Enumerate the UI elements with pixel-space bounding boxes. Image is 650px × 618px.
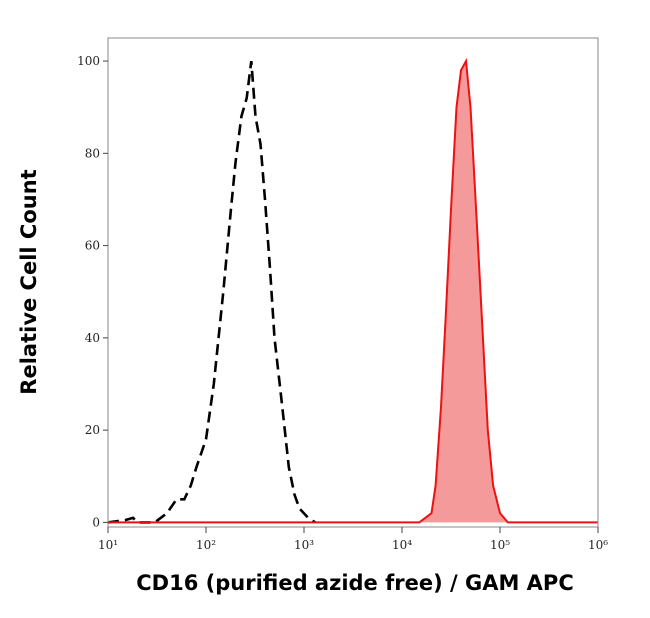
x-tick-label: 10¹ <box>98 538 118 552</box>
x-axis-label: CD16 (purified azide free) / GAM APC <box>136 571 573 595</box>
x-tick-label: 10⁶ <box>588 538 608 552</box>
line <box>107 60 316 524</box>
y-tick-label: 40 <box>85 331 100 345</box>
area <box>108 61 598 523</box>
y-tick-label: 0 <box>92 515 100 529</box>
x-tick-label: 10⁵ <box>490 538 510 552</box>
y-axis-label: Relative Cell Count <box>17 169 41 394</box>
y-tick-label: 20 <box>85 423 100 437</box>
y-tick-label: 80 <box>85 146 100 160</box>
line <box>108 57 598 524</box>
y-tick-label: 100 <box>77 54 100 68</box>
x-tick-label: 10² <box>196 538 216 552</box>
x-tick-label: 10³ <box>294 538 314 552</box>
y-tick-label: 60 <box>85 239 100 253</box>
x-tick-label: 10⁴ <box>392 538 412 552</box>
plot-frame <box>107 37 599 528</box>
